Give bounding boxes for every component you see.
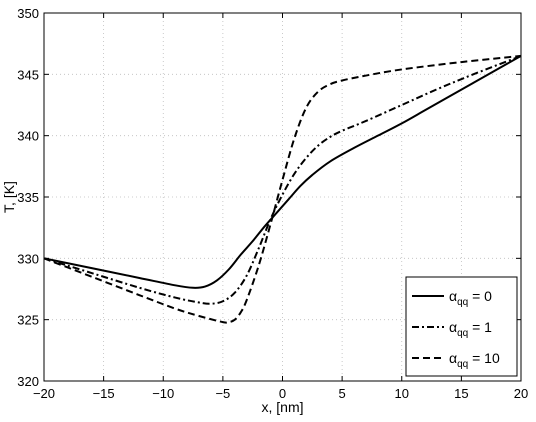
x-tick-label: 15 <box>454 386 468 401</box>
y-tick-label: 350 <box>17 6 39 21</box>
x-tick-label: 10 <box>395 386 409 401</box>
legend-entry-1: αqq = 1 <box>449 319 492 339</box>
tick-labels: −20 −15 −10 −5 0 5 10 15 20 320 325 330 335 340 345 350 <box>17 6 528 401</box>
x-tick-label: −15 <box>93 386 115 401</box>
series-layer <box>43 54 522 324</box>
x-tick-label: −20 <box>33 386 55 401</box>
y-tick-label: 330 <box>17 251 39 266</box>
series-line-0 <box>43 55 522 289</box>
x-tick-label: −10 <box>152 386 174 401</box>
x-tick-label: 5 <box>339 386 346 401</box>
legend: αqq = 0 αqq = 1 αqq = 10 <box>405 276 518 377</box>
legend-entry-0: αqq = 0 <box>449 288 492 308</box>
y-tick-label: 325 <box>17 313 39 328</box>
y-axis-label: T, [K] <box>1 181 17 213</box>
y-tick-label: 345 <box>17 67 39 82</box>
x-axis-label: x, [nm] <box>261 399 303 415</box>
y-tick-label: 335 <box>17 190 39 205</box>
ticks <box>43 12 522 382</box>
x-tick-label: 20 <box>514 386 528 401</box>
grid <box>44 13 521 381</box>
y-tick-label: 340 <box>17 129 39 144</box>
x-tick-label: 0 <box>279 386 286 401</box>
series-line-1 <box>43 54 522 305</box>
x-tick-label: −5 <box>215 386 230 401</box>
legend-box <box>405 276 518 377</box>
legend-entry-2: αqq = 10 <box>449 350 500 370</box>
y-tick-label: 320 <box>17 374 39 389</box>
series-line-2 <box>43 54 522 324</box>
